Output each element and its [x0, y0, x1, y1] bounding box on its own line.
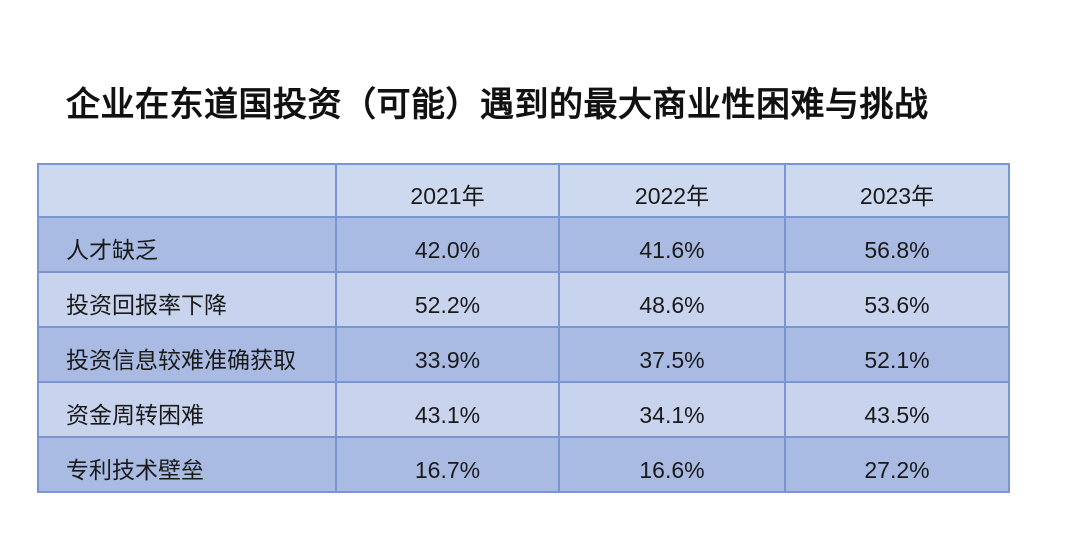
page-title: 企业在东道国投资（可能）遇到的最大商业性困难与挑战: [66, 87, 929, 124]
row-label: 投资回报率下降: [37, 271, 337, 328]
header-year-2022: 2022年: [558, 163, 786, 218]
cell-value: 42.0%: [335, 216, 560, 273]
header-year-2021: 2021年: [335, 163, 560, 218]
header-year-2023: 2023年: [784, 163, 1010, 218]
table-header-row: 2021年 2022年 2023年: [37, 163, 1010, 218]
cell-value: 37.5%: [558, 326, 786, 383]
table-row-info-access: 投资信息较难准确获取 33.9% 37.5% 52.1%: [37, 326, 1010, 383]
cell-value: 16.7%: [335, 436, 560, 493]
row-label: 专利技术壁垒: [37, 436, 337, 493]
row-label: 资金周转困难: [37, 381, 337, 438]
row-label: 投资信息较难准确获取: [37, 326, 337, 383]
cell-value: 16.6%: [558, 436, 786, 493]
table-row-talent-shortage: 人才缺乏 42.0% 41.6% 56.8%: [37, 216, 1010, 273]
cell-value: 53.6%: [784, 271, 1010, 328]
table-row-roi-decline: 投资回报率下降 52.2% 48.6% 53.6%: [37, 271, 1010, 328]
cell-value: 34.1%: [558, 381, 786, 438]
header-corner-cell: [37, 163, 337, 218]
cell-value: 48.6%: [558, 271, 786, 328]
table-row-cashflow: 资金周转困难 43.1% 34.1% 43.5%: [37, 381, 1010, 438]
table-row-patent-barrier: 专利技术壁垒 16.7% 16.6% 27.2%: [37, 436, 1010, 493]
cell-value: 41.6%: [558, 216, 786, 273]
cell-value: 43.5%: [784, 381, 1010, 438]
cell-value: 27.2%: [784, 436, 1010, 493]
cell-value: 56.8%: [784, 216, 1010, 273]
cell-value: 43.1%: [335, 381, 560, 438]
cell-value: 52.1%: [784, 326, 1010, 383]
cell-value: 33.9%: [335, 326, 560, 383]
difficulties-table: 2021年 2022年 2023年 人才缺乏 42.0% 41.6% 56.8%…: [37, 163, 1010, 493]
cell-value: 52.2%: [335, 271, 560, 328]
row-label: 人才缺乏: [37, 216, 337, 273]
